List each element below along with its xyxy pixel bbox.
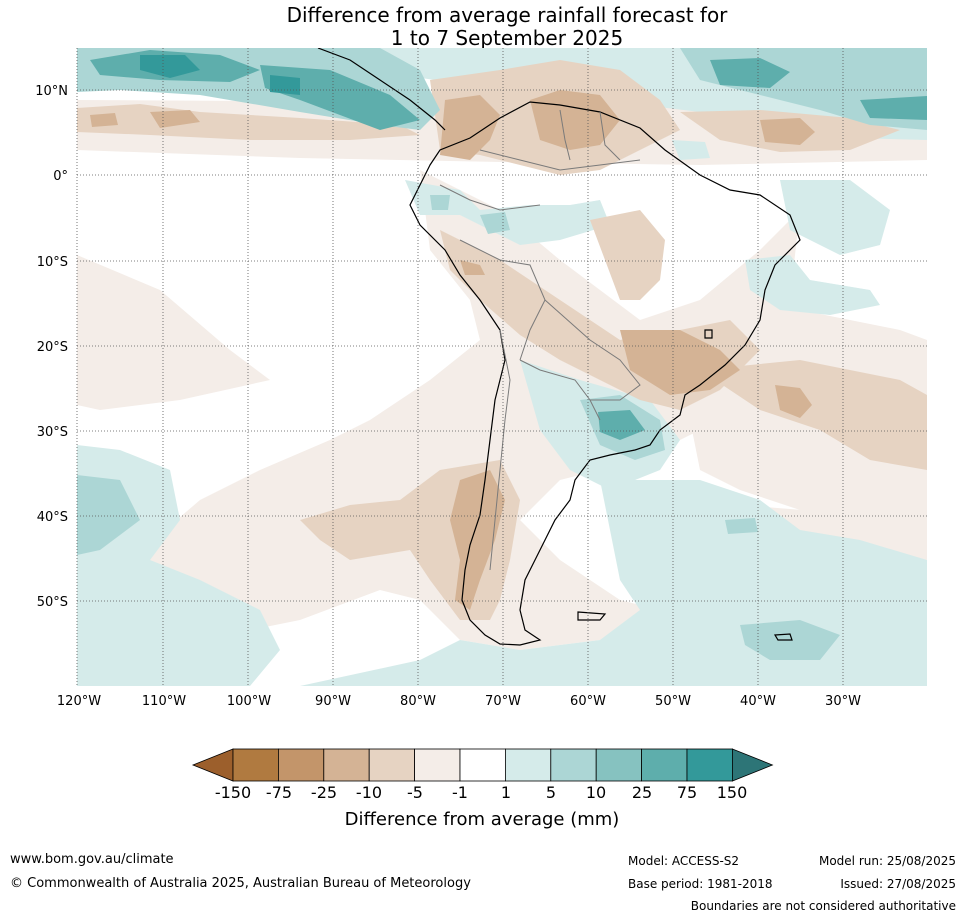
lat-label: 0° xyxy=(53,169,68,184)
country-borders xyxy=(439,109,641,571)
lon-label: 50°W xyxy=(655,694,691,709)
map-title-line1: Difference from average rainfall forecas… xyxy=(286,3,728,27)
colorbar-tick-label: -1 xyxy=(452,783,468,802)
colorbar-tick-labels: -150 -75 -25 -10 -5 -1 1 5 10 25 75 150 xyxy=(215,783,747,802)
colorbar-swatch xyxy=(232,748,279,782)
colorbar-tick-label: 25 xyxy=(632,783,652,802)
colorbar-tick-label: -75 xyxy=(266,783,292,802)
colorbar-swatch xyxy=(277,748,325,782)
model-run: Model run: 25/08/2025 xyxy=(818,854,956,868)
colorbar-tick-label: 150 xyxy=(717,783,748,802)
lat-label: 40°S xyxy=(37,510,68,525)
lat-label: 50°S xyxy=(37,595,68,610)
lon-label: 90°W xyxy=(315,694,351,709)
colorbar-tick-label: -10 xyxy=(356,783,382,802)
colorbar-swatch xyxy=(323,748,370,782)
lon-label: 30°W xyxy=(825,694,861,709)
issued-date: Issued: 27/08/2025 xyxy=(840,877,956,891)
colorbar-swatch xyxy=(595,748,643,782)
colorbar-arrow-low xyxy=(191,748,234,782)
colorbar-tick-label: 10 xyxy=(586,783,606,802)
colorbar-tick-label: 75 xyxy=(677,783,697,802)
map-title-line2: 1 to 7 September 2025 xyxy=(390,26,624,50)
lon-label: 110°W xyxy=(142,694,186,709)
lon-label: 100°W xyxy=(227,694,271,709)
colorbar-tick-label: -25 xyxy=(311,783,337,802)
lat-label: 10°S xyxy=(37,255,68,270)
latitude-labels: 10°N 0° 10°S 20°S 30°S 40°S 50°S xyxy=(35,84,68,610)
colorbar-title: Difference from average (mm) xyxy=(345,809,620,830)
colorbar-tick-label: 5 xyxy=(546,783,556,802)
anomaly-darkest-wet xyxy=(140,55,300,95)
colorbar: -150 -75 -25 -10 -5 -1 1 5 10 25 75 150 … xyxy=(191,748,774,830)
lon-label: 70°W xyxy=(485,694,521,709)
colorbar-swatch xyxy=(641,748,688,782)
lon-label: 40°W xyxy=(740,694,776,709)
colorbar-swatch xyxy=(686,748,733,782)
longitude-labels: 120°W 110°W 100°W 90°W 80°W 70°W 60°W 50… xyxy=(57,694,861,709)
lat-label: 30°S xyxy=(37,425,68,440)
graticule xyxy=(76,48,927,686)
model-name: Model: ACCESS-S2 xyxy=(628,854,740,868)
colorbar-tick-label: -5 xyxy=(407,783,423,802)
colorbar-swatch xyxy=(414,748,461,782)
boundaries-disclaimer: Boundaries are not considered authoritat… xyxy=(690,899,956,913)
lon-label: 60°W xyxy=(570,694,606,709)
lon-label: 120°W xyxy=(57,694,101,709)
lat-label: 10°N xyxy=(35,84,68,99)
base-period: Base period: 1981-2018 xyxy=(628,877,773,891)
colorbar-swatches xyxy=(191,748,774,782)
colorbar-arrow-high xyxy=(732,748,774,782)
colorbar-tick-label: 1 xyxy=(501,783,511,802)
map-plot-area xyxy=(77,48,927,686)
copyright-notice: © Commonwealth of Australia 2025, Austra… xyxy=(10,876,471,891)
colorbar-swatch xyxy=(504,748,552,782)
colorbar-swatch xyxy=(368,748,416,782)
lat-label: 20°S xyxy=(37,340,68,355)
colorbar-tick-label: -150 xyxy=(215,783,251,802)
colorbar-swatch xyxy=(459,748,506,782)
colorbar-swatch xyxy=(550,748,597,782)
bom-url[interactable]: www.bom.gov.au/climate xyxy=(10,852,174,867)
lon-label: 80°W xyxy=(400,694,436,709)
map-title: Difference from average rainfall forecas… xyxy=(0,4,965,50)
